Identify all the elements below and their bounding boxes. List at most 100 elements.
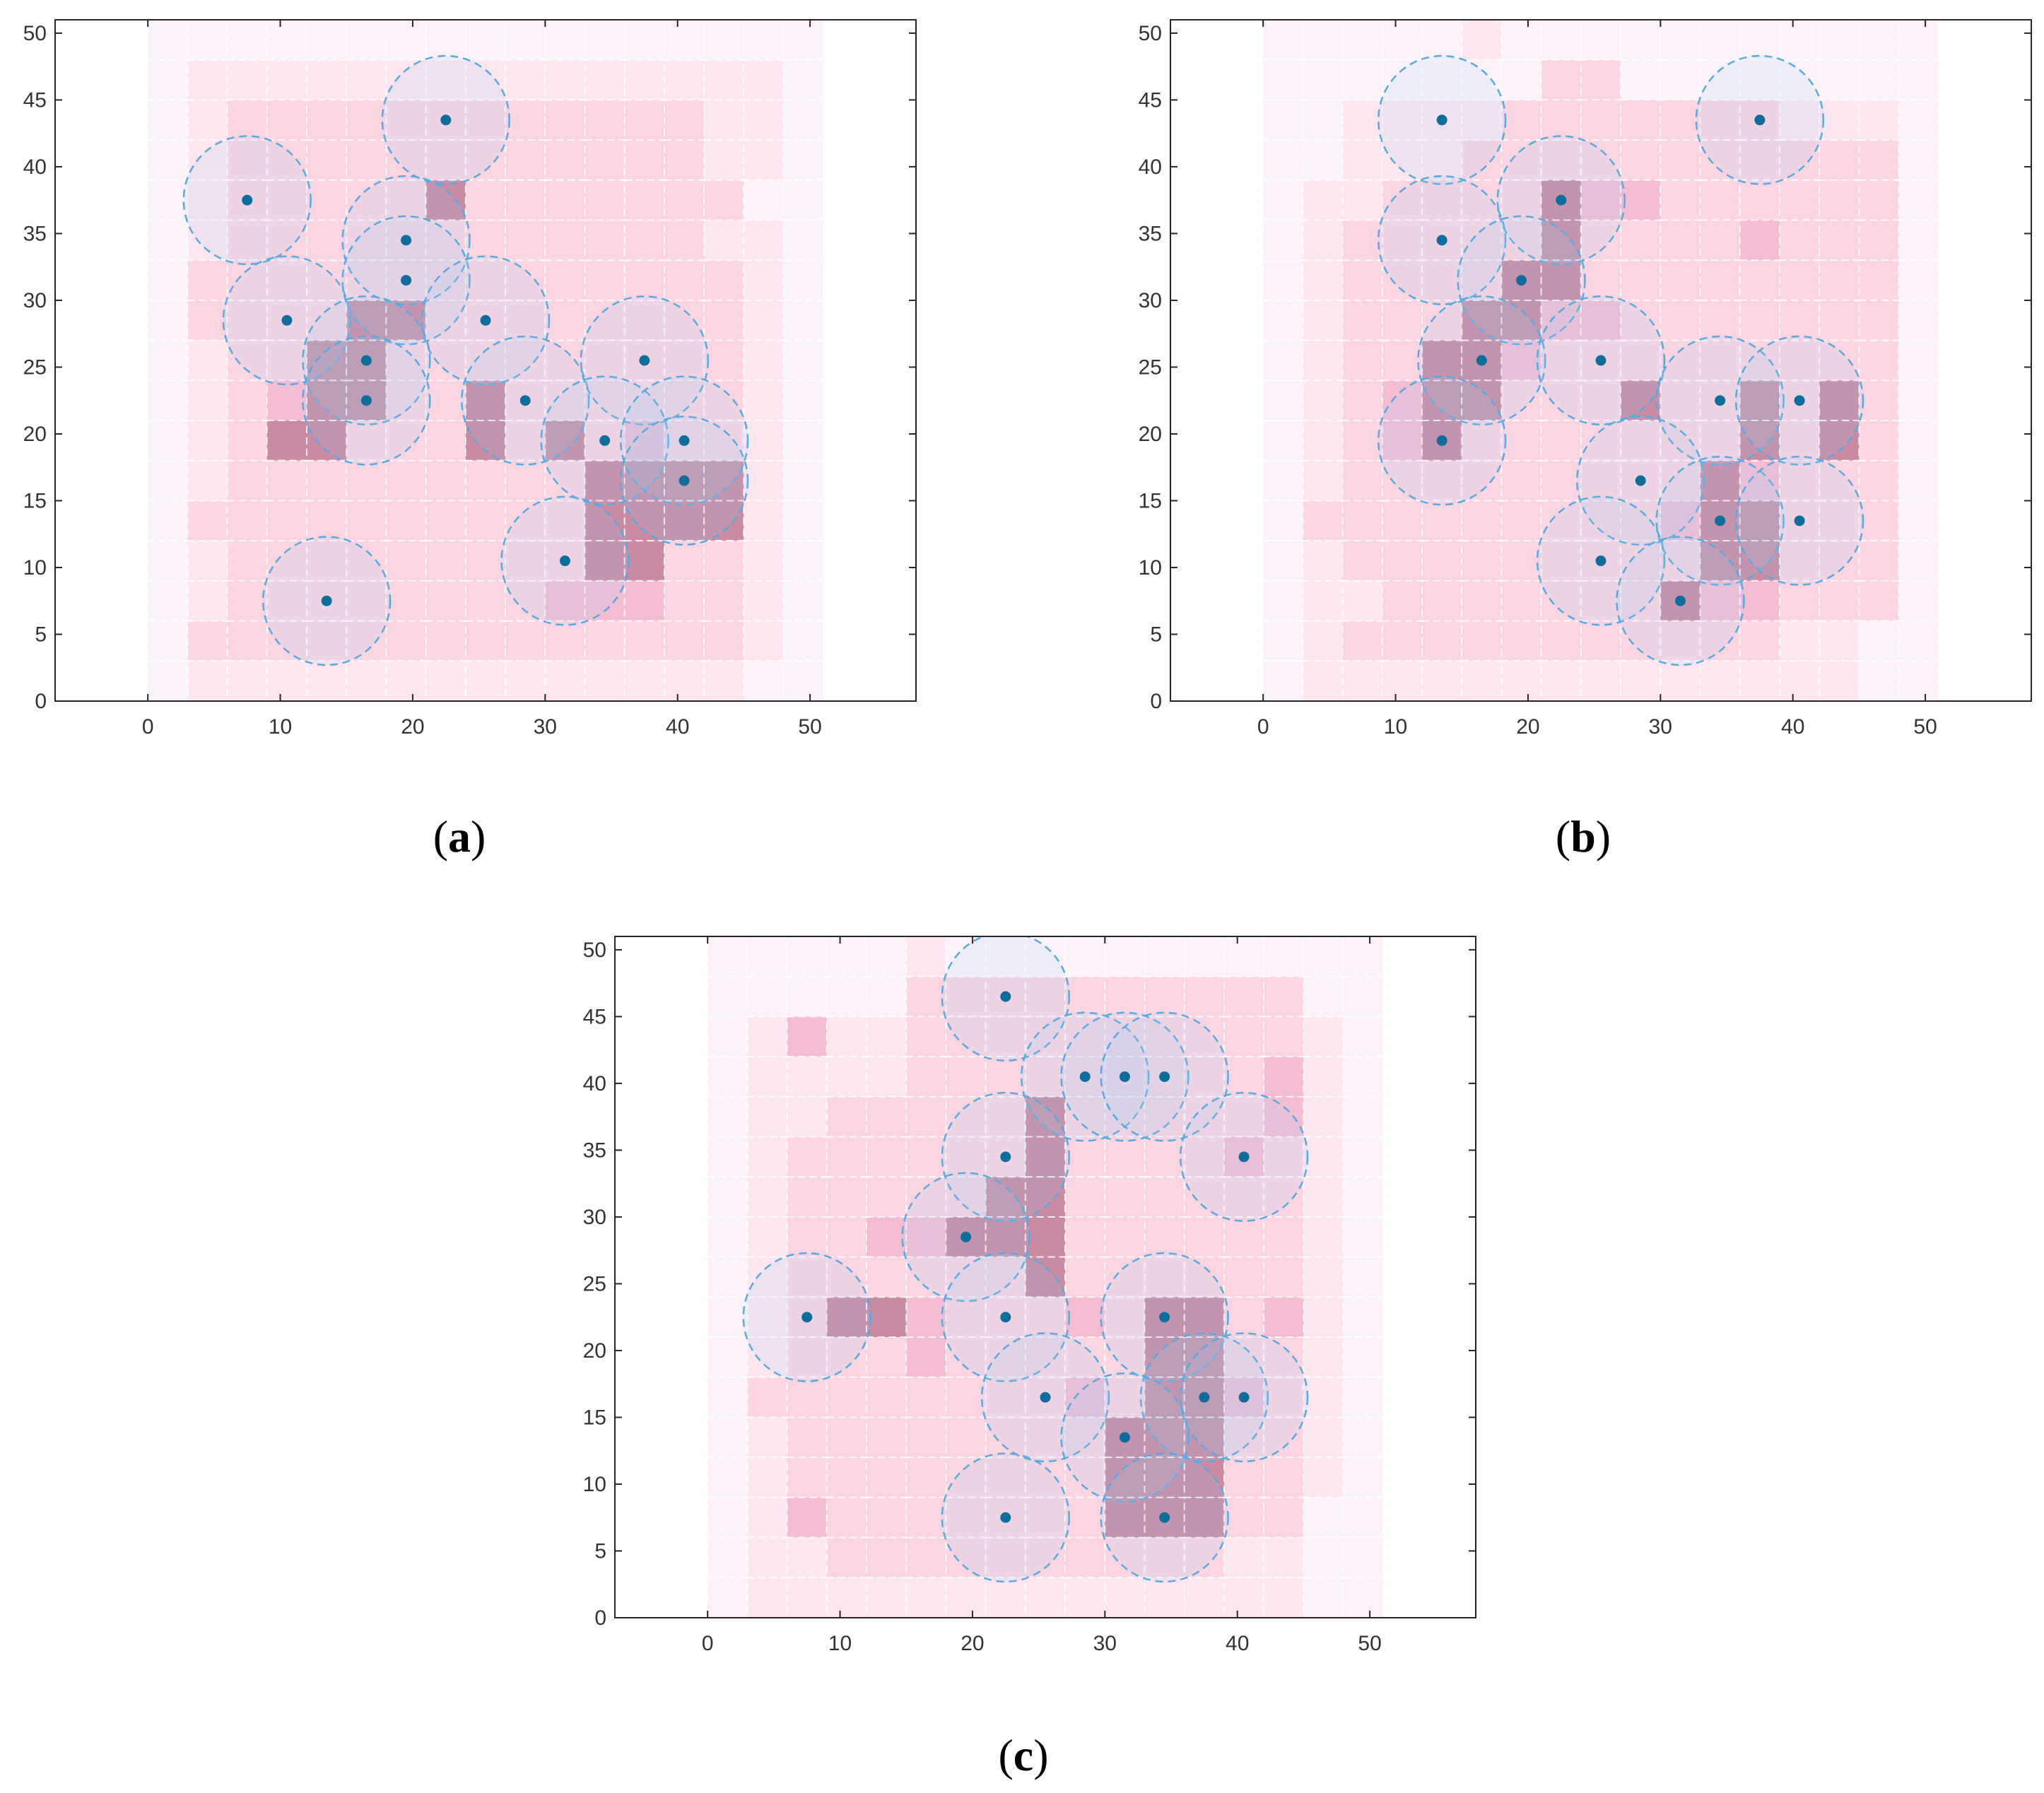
heatmap-cell	[1819, 580, 1860, 622]
heatmap-cell	[1660, 139, 1701, 181]
heatmap-cell	[1263, 1496, 1305, 1539]
x-tick-label: 0	[1257, 715, 1269, 739]
heatmap-cell	[1620, 59, 1662, 101]
heatmap-cell	[1302, 179, 1344, 221]
heatmap-cell	[746, 1016, 788, 1058]
heatmap-cell	[544, 620, 586, 662]
heatmap-cell	[1421, 459, 1463, 502]
heatmap-cell	[1699, 339, 1741, 382]
heatmap-cell	[464, 540, 507, 582]
heatmap-cell	[1500, 339, 1542, 382]
heatmap-cell	[746, 1256, 788, 1298]
heatmap-cell	[663, 620, 705, 662]
heatmap-cell	[707, 1457, 748, 1498]
heatmap-cell	[703, 219, 745, 261]
heatmap-cell	[826, 1496, 868, 1539]
sensor-node	[1000, 1512, 1011, 1523]
heatmap-cell	[1064, 1296, 1106, 1339]
heatmap-cell	[1064, 1577, 1106, 1618]
heatmap-cell	[1540, 580, 1582, 622]
heatmap-cell	[1461, 580, 1503, 622]
heatmap-cell	[226, 299, 268, 341]
y-tick-label: 15	[23, 489, 47, 512]
heatmap-cell	[1620, 620, 1662, 662]
heatmap-cell	[905, 1336, 947, 1378]
heatmap-cell	[1104, 1176, 1146, 1218]
heatmap-cell	[1104, 1136, 1146, 1178]
heatmap-cell	[1540, 339, 1582, 382]
x-tick-label: 40	[666, 715, 689, 739]
heatmap-cell	[1262, 540, 1304, 582]
heatmap-cell	[226, 459, 268, 502]
heatmap-cell	[1620, 139, 1662, 181]
heatmap-cell	[1819, 139, 1860, 181]
y-tick-label: 10	[23, 556, 47, 580]
heatmap-cell	[1381, 179, 1423, 221]
heatmap-cell	[1540, 299, 1582, 341]
heatmap-cell	[663, 179, 705, 221]
heatmap-cell	[1144, 1577, 1185, 1618]
heatmap-cell	[623, 620, 665, 662]
heatmap-cell	[1341, 380, 1383, 422]
heatmap-cell	[425, 540, 466, 582]
heatmap-cell	[1500, 580, 1542, 622]
y-tick-label: 25	[583, 1272, 606, 1295]
heatmap-cell	[1858, 179, 1900, 221]
sensor-node	[401, 235, 412, 246]
heatmap-cell	[743, 540, 785, 582]
heatmap-cell	[1660, 660, 1701, 701]
heatmap-cell	[266, 420, 308, 462]
plot-area-b	[1170, 20, 2031, 701]
heatmap-cell	[707, 1136, 748, 1178]
heatmap-cell	[346, 20, 387, 61]
heatmap-cell	[266, 99, 308, 141]
x-tick-label: 30	[534, 715, 557, 739]
heatmap-cell	[1660, 99, 1701, 141]
heatmap-cell	[703, 179, 745, 221]
heatmap-cell	[306, 339, 348, 382]
heatmap-cell	[1342, 1457, 1384, 1498]
heatmap-cell	[707, 1176, 748, 1218]
heatmap-cell	[1342, 1256, 1384, 1298]
panel-c: 0 10 20 30 40 50 0 5 10 15 20 25 30 35 40 45 50 (c)	[583, 936, 1476, 1780]
heatmap-cell	[1858, 99, 1900, 141]
heatmap-cell	[1263, 1056, 1305, 1098]
heatmap-cell	[1263, 1536, 1305, 1579]
heatmap-cell	[663, 59, 705, 101]
heatmap-cell	[945, 936, 987, 977]
heatmap-cell	[1341, 580, 1383, 622]
heatmap-cell	[905, 1296, 947, 1339]
heatmap-cell	[464, 500, 507, 542]
heatmap-cell	[1302, 339, 1344, 382]
heatmap-cell	[866, 1176, 908, 1218]
heatmap-cell	[703, 580, 745, 622]
heatmap-cell	[1778, 179, 1821, 221]
heatmap-cell	[464, 259, 507, 301]
heatmap-cell	[1819, 20, 1860, 61]
heatmap-cell	[707, 1577, 748, 1618]
heatmap-cell	[1898, 219, 1939, 261]
heatmap-cell	[1819, 620, 1860, 662]
heatmap-cell	[905, 1256, 947, 1298]
heatmap-cell	[905, 1216, 947, 1258]
heatmap-cell	[707, 1296, 748, 1339]
heatmap-cell	[703, 299, 745, 341]
heatmap-cell	[1262, 339, 1304, 382]
heatmap-cell	[1580, 500, 1622, 542]
heatmap-cell	[346, 620, 387, 662]
x-tick-label: 50	[1358, 1632, 1381, 1655]
x-tick-label: 0	[142, 715, 154, 739]
heatmap-cell	[505, 420, 546, 462]
heatmap-cell	[1262, 500, 1304, 542]
heatmap-cell	[1302, 459, 1344, 502]
heatmap-cell	[623, 139, 665, 181]
heatmap-cell	[147, 580, 189, 622]
heatmap-cell	[826, 1536, 868, 1579]
heatmap-cell	[623, 219, 665, 261]
heatmap-cell	[866, 1457, 908, 1498]
caption-letter: c	[1014, 1730, 1033, 1780]
heatmap-cell	[905, 1457, 947, 1498]
heatmap-cell	[782, 219, 824, 261]
heatmap-cell	[1303, 936, 1344, 977]
heatmap-cell	[743, 660, 785, 701]
